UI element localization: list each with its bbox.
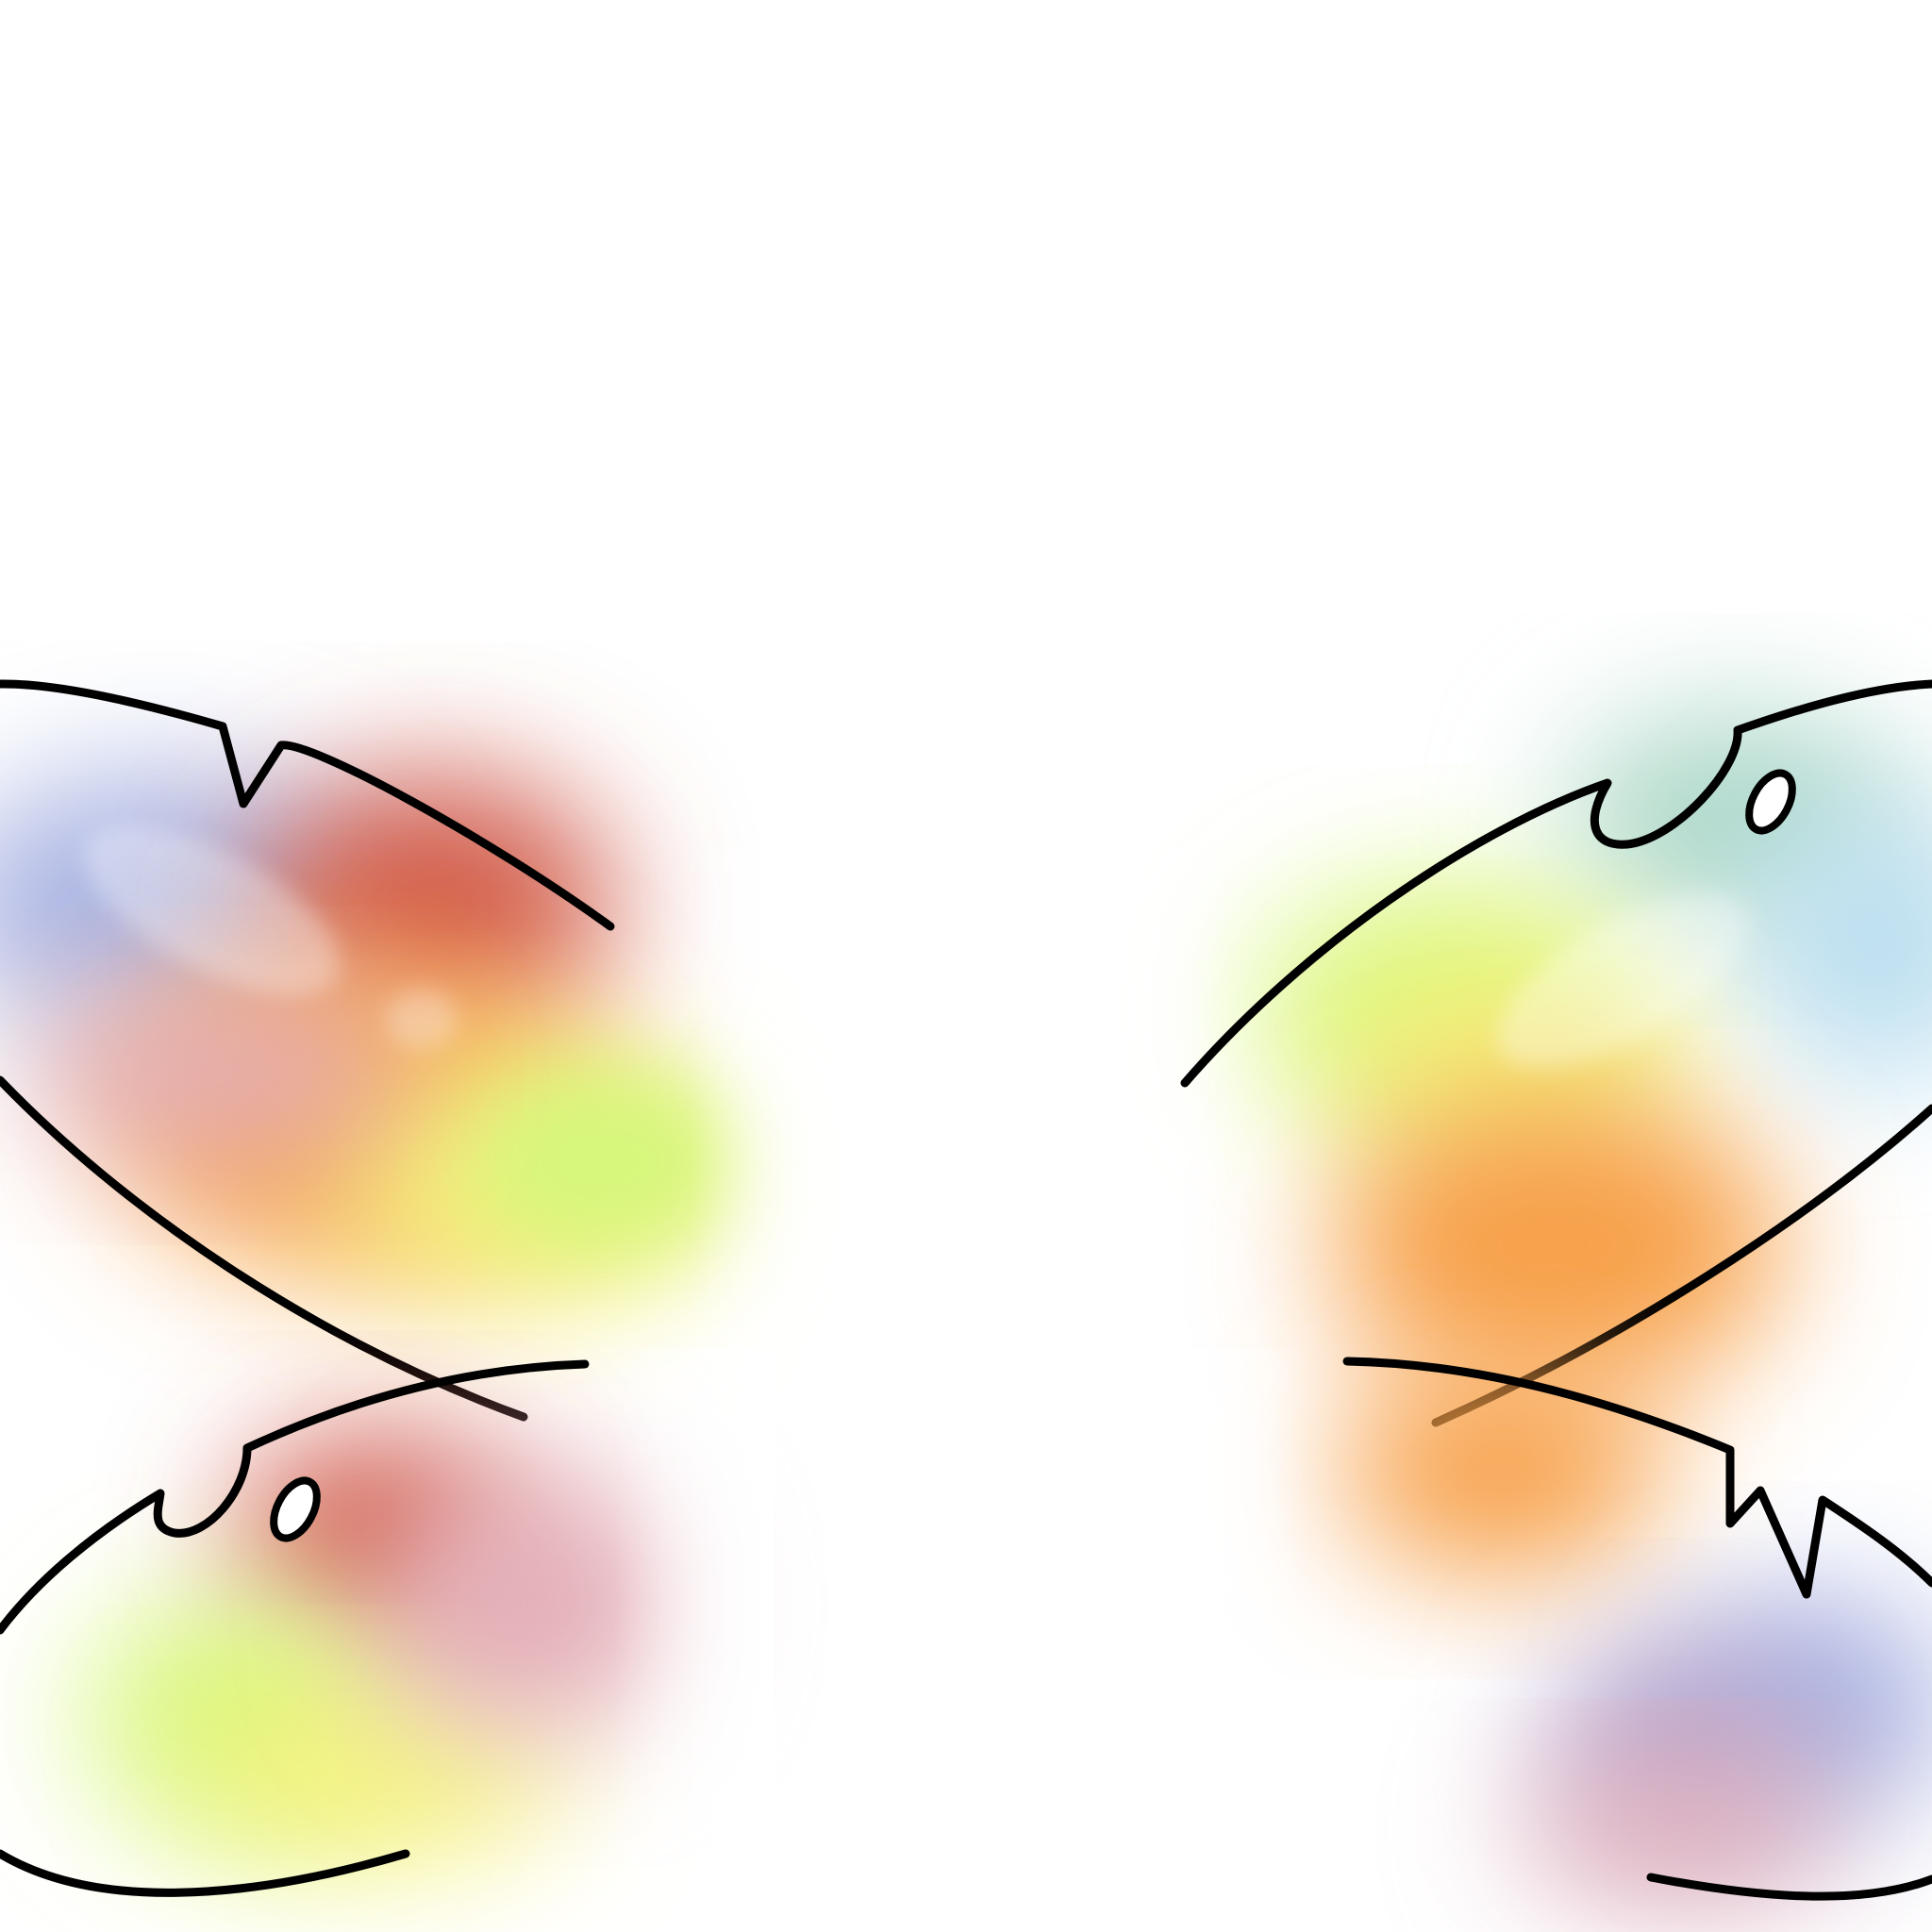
urw-fade [1094,849,1396,1434]
lrw-fade [1179,1349,1462,1877]
upper-right-wing [1094,679,1932,1434]
lower-right-wing [1179,1349,1932,1901]
lower-left-wing-bottom-outline [0,1849,410,1897]
ulw-highlight [84,825,341,995]
llw-fade [415,1349,774,1877]
ulw-pink [28,991,406,1160]
upper-right-wing-eyespot [1745,769,1796,835]
urw-sky [1745,802,1932,1085]
upper-left-wing-outline [0,679,615,931]
ulw-spot [386,989,458,1049]
lower-right-wing-outline [1342,1357,1932,1599]
urw-orange [1330,1094,1783,1396]
lower-right-wing-bottom-outline [1646,1873,1932,1901]
urw-highlight [1496,893,1749,1069]
upper-right-wing-outline [1180,679,1932,1088]
lower-left-wing-outline [0,1359,590,1635]
lower-left-wing-eyespot [270,1476,321,1542]
lrw-pink [1519,1764,1840,1896]
lower-left-wing [0,1349,774,1897]
